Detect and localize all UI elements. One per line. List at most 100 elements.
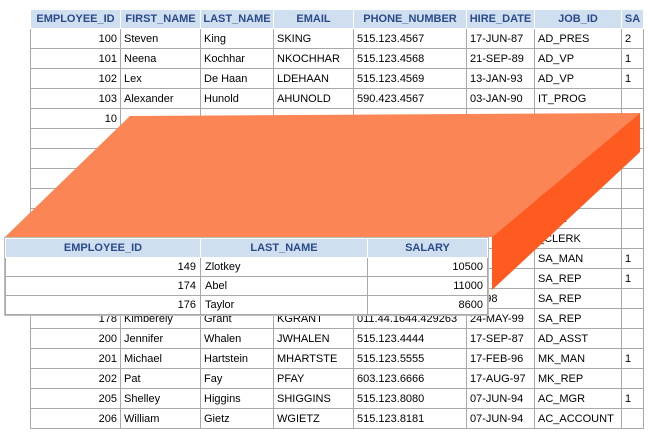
table-cell [273,208,354,229]
col-header-employee-id: EMPLOYEE_ID [30,9,121,29]
table-cell [273,168,354,189]
table-row: 102 Lex De Haan LDEHAAN 515.123.4569 13-JAN-9… [30,68,644,89]
table-cell: 200 [30,328,121,349]
table-cell [621,328,644,349]
result-table: EMPLOYEE_ID LAST_NAME SALARY 149 Zlotkey 1… [5,238,488,315]
table-cell [30,128,121,149]
table-cell: 515.123.4568 [353,48,467,69]
col-header-email: EMAIL [273,9,354,29]
table-cell: 03-JAN-90 [466,88,535,109]
table-cell [621,368,644,389]
table-cell: 1 [621,268,644,289]
table-cell: RK [534,188,622,209]
table-cell: SKING [273,28,354,49]
employees-table: EMPLOYEE_ID FIRST_NAME LAST_NAME EMAIL P… [30,9,644,429]
table-cell: 1 [621,48,644,69]
table-cell: 206 [30,408,121,429]
table-cell [353,208,467,229]
table-cell [120,128,201,149]
table-cell: 07-JUN-94 [466,408,535,429]
table-cell: 103 [30,88,121,109]
table-cell: 515.123.8181 [353,408,467,429]
table-cell [621,228,644,249]
table-cell [621,168,644,189]
table-cell: 201 [30,348,121,369]
table-cell: 100 [30,28,121,49]
table-cell [200,188,274,209]
table-cell [200,148,274,169]
table-cell [273,188,354,209]
table-cell: AHUNOLD [273,88,354,109]
result-cell: 10500 [367,257,488,277]
table-cell: William [120,408,201,429]
table-cell: SA_REP [534,268,622,289]
table-cell: MHARTSTE [273,348,354,369]
table-cell [621,308,644,329]
table-cell [353,148,467,169]
table-cell: 1 [621,388,644,409]
table-cell [30,188,121,209]
table-cell: 515.123.4567 [353,28,467,49]
table-cell [273,108,354,129]
col-header-hire-date: HIRE_DATE [466,9,535,29]
table-cell: 205 [30,388,121,409]
table-cell [30,148,121,169]
table-row: LERK [30,208,644,229]
table-cell [534,148,622,169]
table-cell: 1 [621,248,644,269]
table-cell: De Haan [200,68,274,89]
table-row: 205 Shelley Higgins SHIGGINS 515.123.8080 07-… [30,388,644,409]
table-cell [534,108,622,129]
table-cell [120,188,201,209]
employees-body: 100 Steven King SKING 515.123.4567 17-JUN-87 A… [30,28,644,429]
result-col-header-employee-id: EMPLOYEE_ID [5,238,201,258]
col-header-first-name: FIRST_NAME [120,9,201,29]
table-cell [466,188,535,209]
result-row: 149 Zlotkey 10500 [5,257,488,277]
result-col-header-last-name: LAST_NAME [200,238,368,258]
table-cell [200,168,274,189]
col-header-salary: SA [621,9,644,29]
table-row: 206 William Gietz WGIETZ 515.123.8181 07-JUN-… [30,408,644,429]
table-row [30,148,644,169]
table-cell [120,108,201,129]
result-col-header-salary: SALARY [367,238,488,258]
result-row: 176 Taylor 8600 [5,295,488,315]
table-cell: AC_ACCOUNT [534,408,622,429]
table-cell: 17-FEB-96 [466,348,535,369]
table-cell: 1 [621,348,644,369]
table-cell: AD_VP [534,48,622,69]
table-cell [466,148,535,169]
table-cell [621,108,644,129]
result-cell: 8600 [367,295,488,315]
table-cell: Steven [120,28,201,49]
table-cell: AD_PRES [534,28,622,49]
table-cell [200,128,274,149]
table-cell [466,128,535,149]
table-cell [120,208,201,229]
result-cell: Taylor [200,295,368,315]
table-cell [353,128,467,149]
table-cell: 515.123.5555 [353,348,467,369]
table-row: RK [30,188,644,209]
table-cell: WGIETZ [273,408,354,429]
table-cell [273,128,354,149]
table-cell: 202 [30,368,121,389]
col-header-job-id: JOB_ID [534,9,622,29]
result-cell: 149 [5,257,201,277]
table-cell: 07-JUN-94 [466,388,535,409]
table-cell: 590.423.4567 [353,88,467,109]
table-row: 200 Jennifer Whalen JWHALEN 515.123.4444 17-S… [30,328,644,349]
table-cell [466,108,535,129]
table-cell: LERK [534,208,622,229]
table-cell: _CLERK [534,228,622,249]
table-cell [273,148,354,169]
table-cell: 603.123.6666 [353,368,467,389]
table-cell [466,208,535,229]
table-cell: Shelley [120,388,201,409]
table-cell: Kochhar [200,48,274,69]
table-cell [200,108,274,129]
table-row: 10 [30,108,644,129]
table-cell: 17-AUG-97 [466,368,535,389]
table-cell: 10 [30,108,121,129]
